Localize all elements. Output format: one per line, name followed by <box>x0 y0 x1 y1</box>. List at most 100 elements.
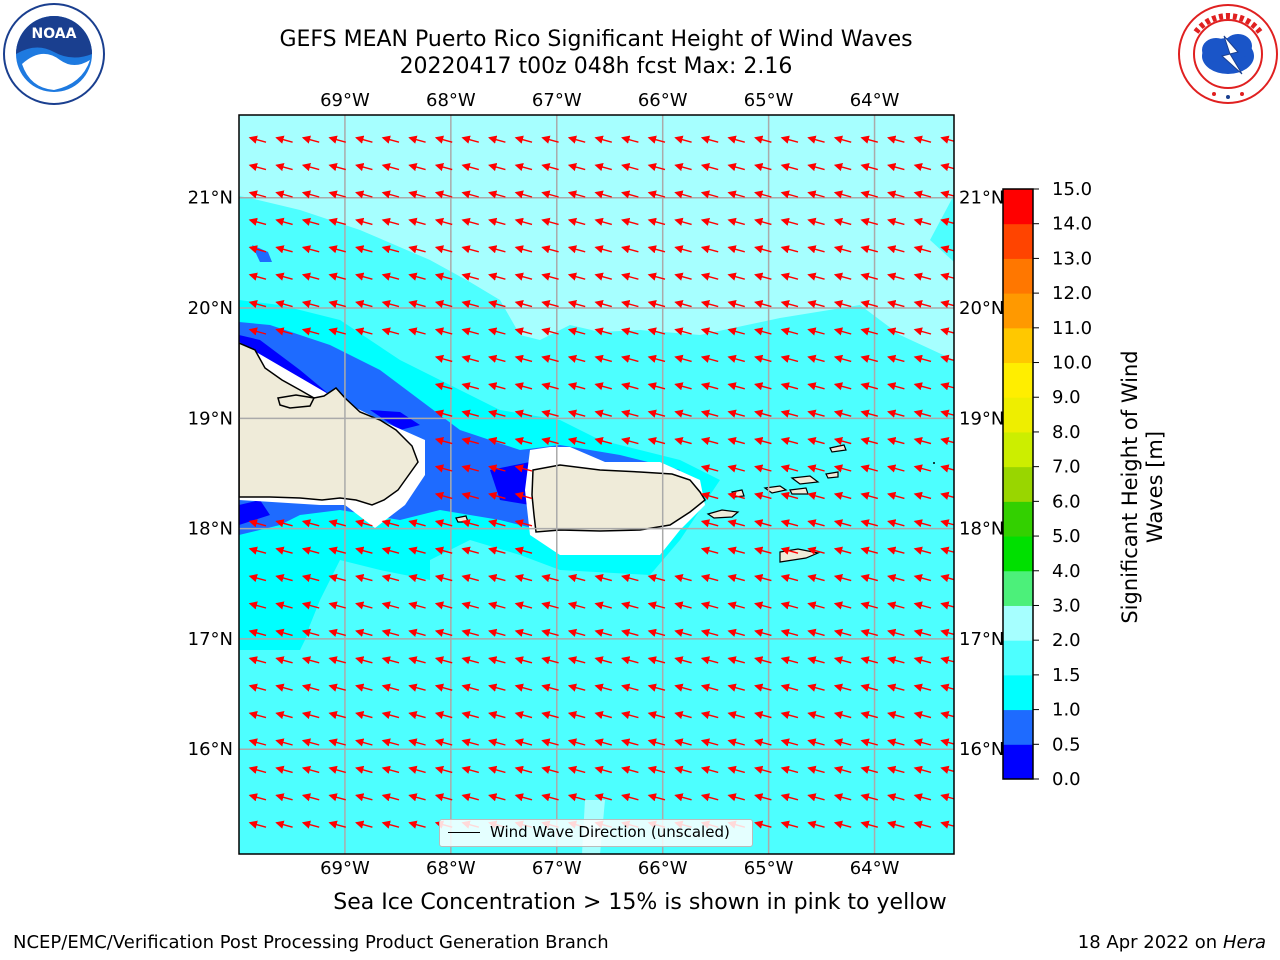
wave-direction-arrow <box>940 793 954 802</box>
wave-direction-arrow <box>275 272 293 281</box>
wave-direction-arrow <box>275 217 293 226</box>
wave-direction-arrow <box>301 683 320 692</box>
colorbar-tick-label: 6.0 <box>1052 491 1081 512</box>
wave-direction-arrow <box>807 190 825 199</box>
wave-direction-arrow <box>275 738 293 747</box>
wave-direction-arrow <box>355 519 373 528</box>
wave-direction-arrow <box>647 738 666 747</box>
lon-label-bottom: 69°W <box>320 858 370 879</box>
wave-direction-arrow <box>275 656 293 665</box>
wave-direction-arrow <box>780 354 799 363</box>
wave-direction-arrow <box>434 437 453 446</box>
wave-direction-arrow <box>461 656 479 665</box>
wave-direction-arrow <box>541 574 559 583</box>
wave-direction-arrow <box>488 519 506 528</box>
colorbar-ticks: 0.0 0.5 1.0 1.5 2.0 3.0 4.0 5.0 6.0 7.0 8.0 9.0 10.0… <box>1033 179 1092 790</box>
wave-direction-arrow <box>514 765 533 774</box>
wave-direction-arrow <box>408 135 426 144</box>
wave-direction-arrow <box>594 683 612 692</box>
wave-direction-arrow <box>700 437 719 446</box>
map-plot-area <box>239 115 954 854</box>
wave-direction-arrow <box>807 765 825 774</box>
wave-direction-arrow <box>913 738 932 747</box>
wave-direction-arrow <box>913 765 932 774</box>
colorbar-tick-label: 11.0 <box>1052 318 1092 339</box>
wave-direction-arrow <box>727 738 745 747</box>
wave-direction-arrow <box>940 683 954 692</box>
wave-direction-arrow <box>248 190 267 199</box>
wave-direction-arrow <box>833 574 852 583</box>
wave-direction-arrow <box>355 738 373 747</box>
wave-direction-arrow <box>807 820 825 829</box>
wave-direction-arrow <box>301 765 320 774</box>
wave-direction-arrow <box>940 437 954 446</box>
wave-direction-arrow <box>940 464 954 473</box>
wave-direction-arrow <box>594 272 612 281</box>
wave-direction-arrow <box>727 190 745 199</box>
wave-direction-arrow <box>754 300 772 309</box>
wave-direction-arrow <box>860 354 878 363</box>
wave-direction-arrow <box>860 272 878 281</box>
wave-direction-arrow <box>567 574 586 583</box>
wave-field-0m-zone-d <box>370 410 420 430</box>
wave-direction-arrow <box>807 464 825 473</box>
wave-direction-arrow <box>541 217 559 226</box>
lat-label-right: 19°N <box>959 408 1004 429</box>
wave-direction-arrow <box>940 300 954 309</box>
wave-direction-arrow <box>727 711 745 720</box>
wave-direction-arrow <box>461 738 479 747</box>
land-anegada <box>825 471 839 479</box>
wave-direction-arrow <box>833 245 852 254</box>
colorbar-title-line2: Waves [m] <box>1143 430 1167 544</box>
wave-direction-arrow <box>541 190 559 199</box>
wave-direction-arrow <box>833 327 852 336</box>
wave-direction-arrow <box>301 738 320 747</box>
wave-direction-arrow <box>434 354 453 363</box>
wave-direction-arrow <box>860 135 878 144</box>
wave-direction-arrow <box>594 738 612 747</box>
wave-direction-arrow <box>754 574 772 583</box>
wave-direction-arrow <box>355 272 373 281</box>
wave-direction-arrow <box>541 437 559 446</box>
wave-direction-arrow <box>381 135 400 144</box>
colorbar-swatch <box>1003 327 1033 364</box>
wave-direction-arrow <box>674 409 692 418</box>
wave-direction-arrow <box>940 628 954 637</box>
wave-direction-arrow <box>408 190 426 199</box>
wave-direction-arrow <box>700 793 719 802</box>
wave-direction-arrow <box>461 491 479 500</box>
wave-direction-arrow <box>355 656 373 665</box>
wave-direction-arrow <box>780 272 799 281</box>
wave-direction-arrow <box>275 765 293 774</box>
wave-direction-arrow <box>860 300 878 309</box>
wave-direction-arrow <box>754 272 772 281</box>
wave-direction-arrow <box>328 163 346 172</box>
wave-direction-arrow <box>833 382 852 391</box>
lat-label-left: 18°N <box>188 519 233 540</box>
wave-direction-arrow <box>541 272 559 281</box>
wave-direction-arrow <box>301 546 320 555</box>
wave-direction-arrow <box>434 327 453 336</box>
wave-direction-arrow <box>674 163 692 172</box>
wave-direction-arrow <box>408 574 426 583</box>
wave-direction-arrow <box>940 546 954 555</box>
wave-direction-arrow <box>461 409 479 418</box>
wave-direction-arrow <box>381 546 400 555</box>
wave-direction-arrow <box>833 354 852 363</box>
wave-direction-arrow <box>833 546 852 555</box>
wave-direction-arrow <box>567 738 586 747</box>
wave-direction-arrow <box>807 738 825 747</box>
wave-direction-arrow <box>807 135 825 144</box>
wave-direction-arrow <box>621 245 639 254</box>
wave-direction-arrow <box>887 793 905 802</box>
wave-direction-arrow <box>833 300 852 309</box>
wave-direction-arrow <box>727 628 745 637</box>
wave-direction-arrow <box>621 683 639 692</box>
wave-direction-arrow <box>887 546 905 555</box>
wave-direction-arrow <box>461 135 479 144</box>
wave-direction-arrow <box>408 683 426 692</box>
lat-label-left: 21°N <box>188 188 233 209</box>
wave-direction-arrow <box>567 300 586 309</box>
wave-direction-arrow <box>381 272 400 281</box>
